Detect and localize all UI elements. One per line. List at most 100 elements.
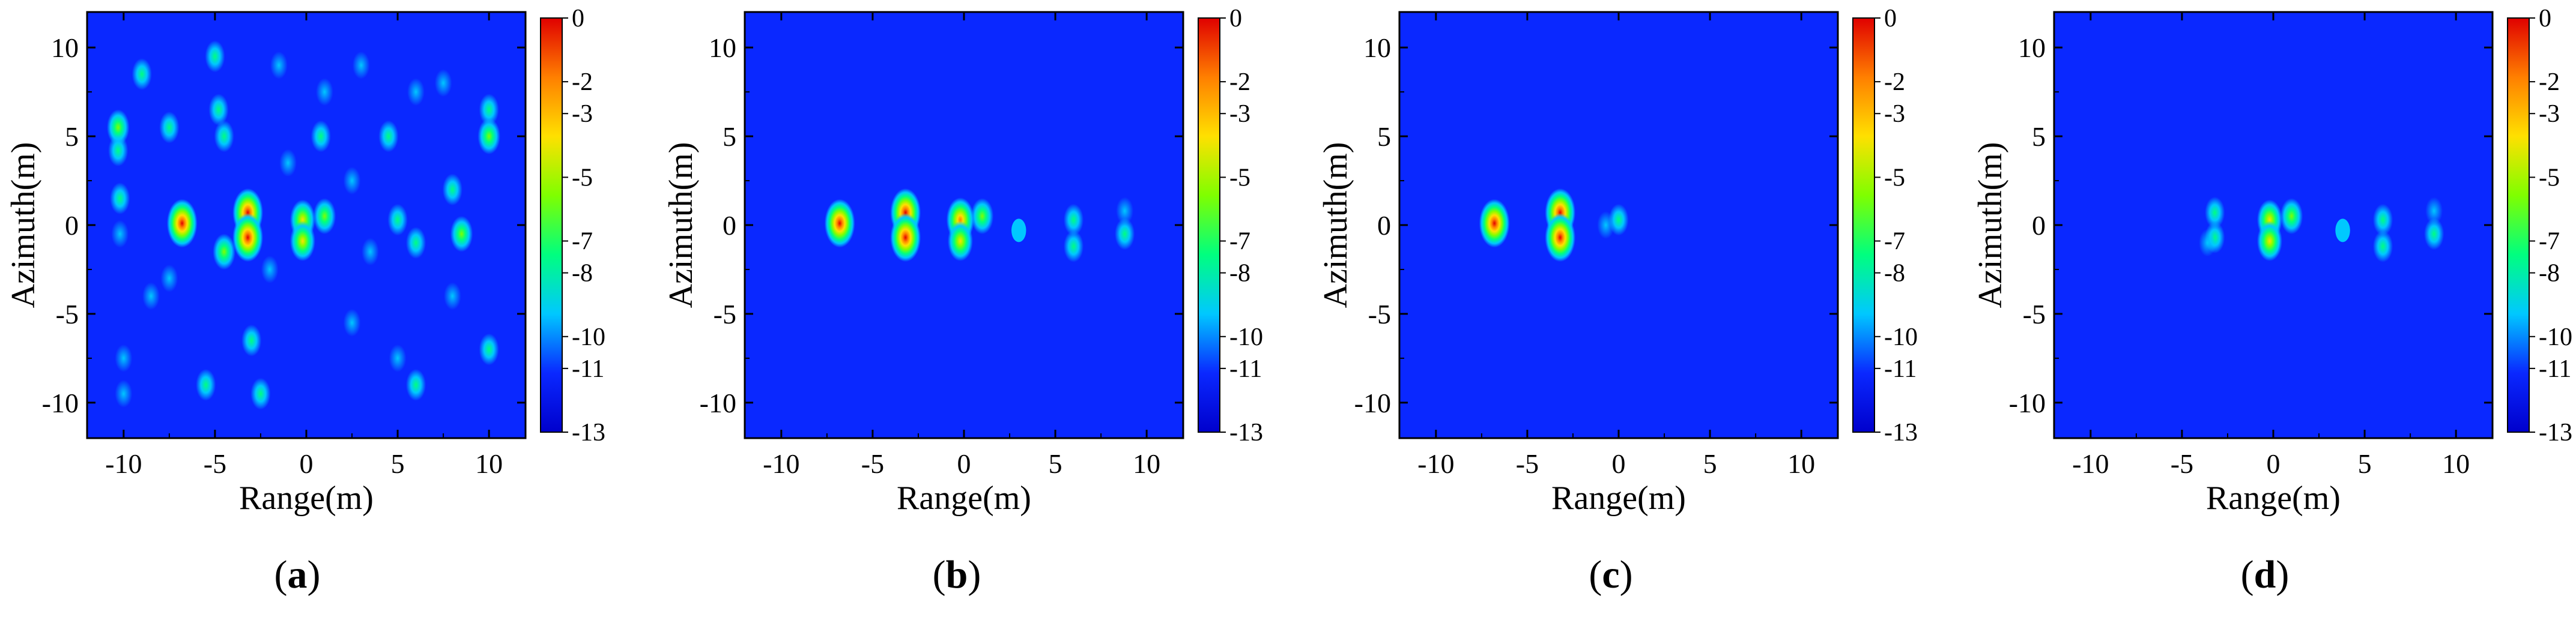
data-point xyxy=(111,220,129,248)
data-point xyxy=(1545,213,1576,262)
data-point xyxy=(313,198,336,235)
colorbar-tick-label: 0 xyxy=(1884,5,1897,32)
data-point xyxy=(279,149,297,177)
data-point xyxy=(1479,199,1510,248)
data-point xyxy=(241,324,262,357)
y-tick-label: -5 xyxy=(56,299,79,330)
y-tick-label: -10 xyxy=(2009,388,2046,418)
data-point xyxy=(442,173,462,206)
data-point xyxy=(407,78,425,106)
data-point xyxy=(443,282,461,310)
data-point xyxy=(311,120,331,152)
x-tick-label: 0 xyxy=(2267,448,2281,479)
colorbar-tick-label: -5 xyxy=(1229,164,1250,191)
colorbar-tick-label: -2 xyxy=(1229,68,1250,96)
caption-b: (b) xyxy=(932,553,981,597)
y-tick-label: 5 xyxy=(65,121,79,152)
colorbar xyxy=(2507,17,2530,433)
data-point xyxy=(142,282,160,310)
data-point xyxy=(110,182,130,215)
data-point xyxy=(1115,218,1135,250)
x-tick-label: 0 xyxy=(957,448,971,479)
colorbar xyxy=(540,17,563,433)
colorbar-tick-label: -3 xyxy=(2539,100,2560,128)
y-tick-label: -10 xyxy=(1354,388,1391,418)
x-tick-label: 5 xyxy=(1703,448,1717,479)
data-point xyxy=(343,167,361,195)
data-point xyxy=(1063,230,1084,262)
colorbar-tick-label: -7 xyxy=(2539,228,2560,256)
data-point xyxy=(405,227,426,259)
x-tick-label: -10 xyxy=(2072,448,2109,479)
panel-a: -10 -5 0 5 10 -10 -5 0 5 10 Range(m) Azimuth(m) 0 -2 -… xyxy=(5,5,605,517)
colorbar-tick-label: -13 xyxy=(2539,419,2572,447)
colorbar-tick-label: -13 xyxy=(1229,419,1263,447)
data-point xyxy=(352,51,370,79)
colorbar-tick-label: -7 xyxy=(1884,228,1905,256)
y-tick-label: 0 xyxy=(723,210,736,241)
colorbar-tick-label: 0 xyxy=(1229,5,1242,32)
colorbar-tick-label: -2 xyxy=(1884,68,1905,96)
x-tick-label: 0 xyxy=(300,448,314,479)
x-tick-label: 0 xyxy=(1612,448,1626,479)
x-tick-label: -5 xyxy=(2171,448,2193,479)
data-point xyxy=(947,221,973,262)
x-tick-label: -10 xyxy=(763,448,799,479)
x-tick-label: 5 xyxy=(2358,448,2372,479)
data-point xyxy=(316,78,333,106)
colorbar-tick-label: -5 xyxy=(572,164,593,191)
colorbar-tick-label: -8 xyxy=(572,260,593,287)
y-tick-label: 10 xyxy=(2018,32,2046,63)
colorbar-tick-label: -5 xyxy=(1884,164,1905,191)
y-tick-label: 10 xyxy=(709,32,736,63)
y-tick-label: 10 xyxy=(51,32,79,63)
data-point xyxy=(1011,218,1026,242)
colorbar-tick-label: -5 xyxy=(2539,164,2560,191)
data-point xyxy=(196,369,216,401)
data-point xyxy=(362,238,379,266)
colorbar-tick-label: -10 xyxy=(572,324,605,351)
data-point xyxy=(378,120,399,152)
data-point xyxy=(1063,203,1084,236)
colorbar xyxy=(1852,17,1875,433)
colorbar-tick-label: -2 xyxy=(2539,68,2560,96)
x-tick-label: -5 xyxy=(204,448,226,479)
data-point xyxy=(971,198,994,235)
colorbar-tick-label: -10 xyxy=(1229,324,1263,351)
data-point xyxy=(270,51,288,79)
colorbar-tick-label: -10 xyxy=(1884,324,1918,351)
y-tick-label: 10 xyxy=(1363,32,1391,63)
colorbar-tick-label: -3 xyxy=(1229,100,1250,128)
data-point xyxy=(213,233,235,270)
data-point xyxy=(434,69,452,97)
data-point xyxy=(479,94,499,126)
data-point xyxy=(132,58,152,91)
colorbar-tick-label: -8 xyxy=(1884,260,1905,287)
panel-d: -10 -5 0 5 10 -10 -5 0 5 10 Range(m) Azimuth(m) 0 -2 -… xyxy=(1972,5,2572,517)
colorbar xyxy=(1198,17,1220,433)
data-point xyxy=(232,213,264,262)
y-axis-label: Azimuth(m) xyxy=(5,142,42,308)
data-point xyxy=(2205,196,2225,229)
y-tick-label: -5 xyxy=(1368,299,1391,330)
data-point xyxy=(824,199,855,248)
x-tick-label: -10 xyxy=(1417,448,1454,479)
colorbar-tick-label: -13 xyxy=(1884,419,1918,447)
caption-d: (d) xyxy=(2240,553,2290,597)
colorbar-tick-label: -11 xyxy=(572,355,604,383)
y-axis-label: Azimuth(m) xyxy=(662,142,700,308)
x-axis-label: Range(m) xyxy=(239,480,374,517)
colorbar-tick-label: -13 xyxy=(572,419,605,447)
data-point xyxy=(2372,230,2393,262)
data-point xyxy=(343,308,361,337)
data-point xyxy=(2280,198,2303,235)
x-tick-label: 5 xyxy=(1049,448,1062,479)
caption-a: (a) xyxy=(274,553,321,597)
data-point xyxy=(477,118,500,155)
data-point xyxy=(405,369,426,401)
y-axis-label: Azimuth(m) xyxy=(1317,142,1354,308)
x-tick-label: 10 xyxy=(1787,448,1815,479)
y-tick-label: 5 xyxy=(1377,121,1391,152)
data-point xyxy=(2256,221,2282,262)
data-point xyxy=(166,199,198,248)
